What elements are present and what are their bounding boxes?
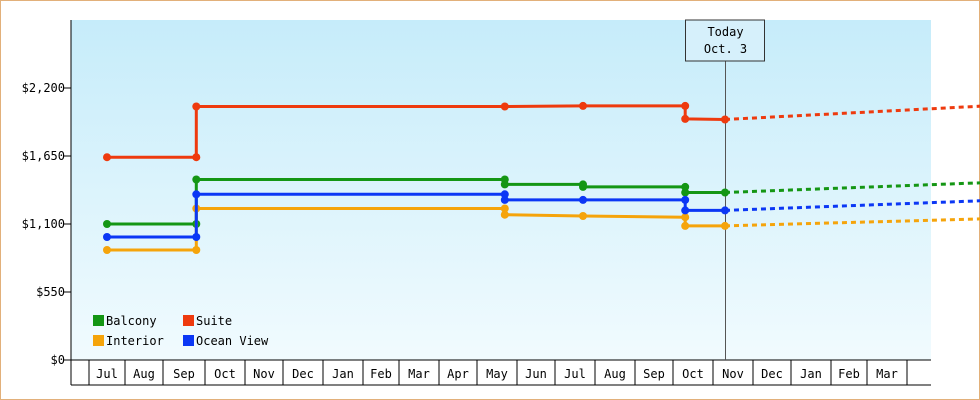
forecast-line	[724, 199, 980, 212]
data-point	[579, 182, 587, 191]
y-tick-label: $550	[36, 285, 65, 299]
month-label: Mar	[876, 367, 898, 381]
x-axis: Jul Aug Sep Oct Nov Dec Jan Feb Mar Apr May Jun Jul A…	[70, 359, 931, 386]
forecast-line	[724, 181, 980, 194]
data-point	[579, 195, 587, 204]
data-point	[192, 102, 201, 111]
data-point	[579, 212, 587, 220]
y-tick-label: $0	[51, 353, 65, 367]
month-label: Nov	[253, 367, 275, 381]
data-point	[681, 101, 690, 110]
month-label: Feb	[838, 367, 860, 381]
plot-area	[71, 20, 931, 360]
forecast-line	[724, 217, 980, 228]
month-label: Jan	[800, 367, 822, 381]
data-point	[103, 246, 111, 254]
legend-label: Balcony	[106, 314, 157, 328]
y-axis: $0 $550 $1,100 $1,650 $2,200	[22, 20, 72, 367]
data-point	[500, 195, 509, 204]
today-box	[685, 19, 765, 62]
data-point	[579, 101, 587, 110]
data-point	[192, 246, 201, 254]
data-point	[192, 175, 201, 184]
month-label: Sep	[643, 367, 665, 381]
month-label: Apr	[447, 367, 469, 381]
month-label: Jan	[332, 367, 354, 381]
data-point	[681, 195, 690, 204]
data-point	[721, 221, 729, 230]
series-suite	[103, 101, 980, 162]
data-point	[500, 190, 509, 199]
data-point	[681, 221, 690, 230]
data-point	[681, 182, 690, 191]
data-point	[500, 102, 509, 111]
month-label: Oct	[682, 367, 704, 381]
month-label: Jul	[96, 367, 118, 381]
month-label: Jun	[525, 367, 547, 381]
month-label: Aug	[133, 367, 155, 381]
data-point	[500, 180, 509, 189]
month-label: Oct	[214, 367, 236, 381]
data-point	[192, 233, 201, 241]
y-tick-label: $1,100	[22, 217, 65, 231]
data-point	[721, 115, 729, 124]
legend-swatch	[93, 315, 104, 326]
today-marker: Today Oct. 3	[685, 19, 765, 360]
data-point	[192, 153, 201, 162]
data-point	[721, 206, 729, 215]
legend-label: Interior	[106, 334, 164, 348]
data-point	[681, 188, 690, 197]
y-tick-label: $1,650	[22, 149, 65, 163]
data-point	[681, 206, 690, 215]
month-label: May	[486, 367, 508, 381]
today-date: Oct. 3	[704, 42, 747, 56]
month-label: Sep	[173, 367, 195, 381]
month-label: Mar	[408, 367, 430, 381]
data-point	[721, 188, 729, 197]
y-tick-label: $2,200	[22, 81, 65, 95]
data-point	[103, 233, 111, 241]
data-point	[103, 220, 111, 228]
data-point	[192, 190, 201, 199]
today-label: Today	[707, 25, 743, 39]
month-label: Jul	[564, 367, 586, 381]
series-ocean-view	[103, 190, 980, 241]
month-label: Feb	[370, 367, 392, 381]
legend-label: Suite	[196, 314, 232, 328]
legend: Balcony Suite Interior Ocean View	[93, 314, 269, 348]
data-point	[103, 153, 111, 162]
legend-label: Ocean View	[196, 334, 269, 348]
legend-swatch	[183, 335, 194, 346]
legend-swatch	[93, 335, 104, 346]
data-point	[681, 213, 690, 222]
month-label: Aug	[604, 367, 626, 381]
data-point	[681, 114, 690, 123]
month-label: Dec	[761, 367, 783, 381]
month-label: Dec	[292, 367, 314, 381]
series-layer	[103, 101, 980, 254]
data-point	[500, 204, 509, 213]
data-point	[500, 210, 509, 219]
forecast-line	[724, 104, 980, 121]
legend-swatch	[183, 315, 194, 326]
month-label: Nov	[722, 367, 744, 381]
